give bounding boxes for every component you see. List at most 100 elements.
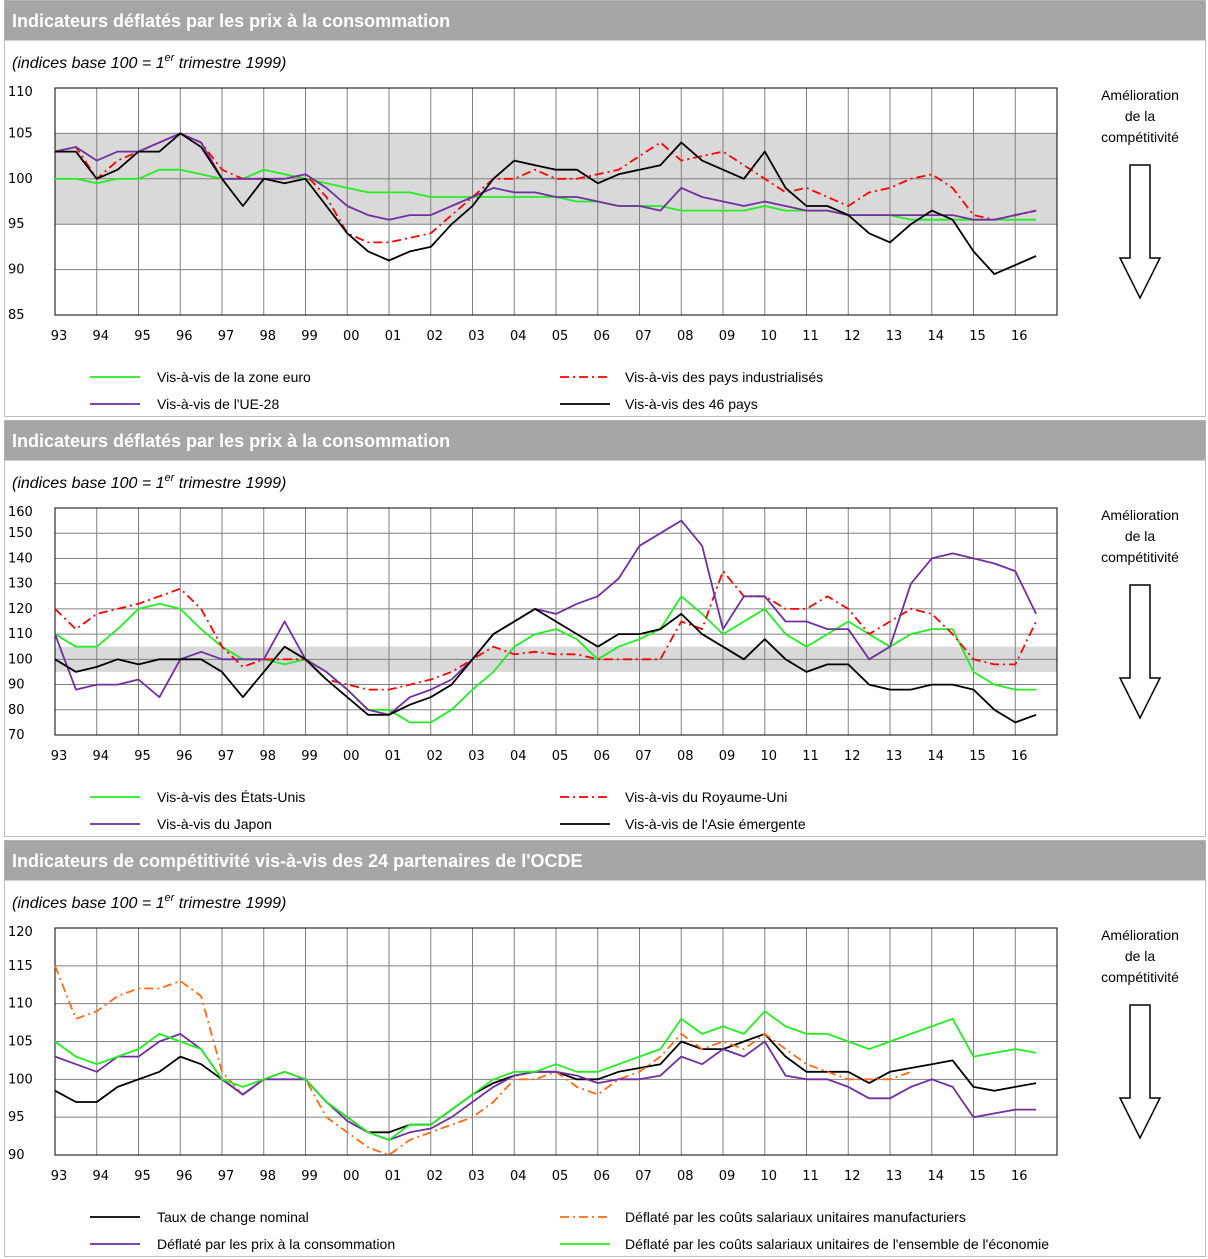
x-tick-label: 07 [635,1169,652,1184]
subtitle-text: trimestre 1999) [174,895,286,912]
series-line [55,132,1037,275]
annotation: compétitivité [1101,129,1179,145]
x-tick-label: 95 [134,1169,151,1184]
x-tick-label: 14 [927,1169,944,1184]
annotation: compétitivité [1101,969,1179,985]
title-bar [4,420,1206,461]
y-tick-label: 120 [8,925,33,940]
annotation: de la [1125,948,1156,964]
legend-label: Déflaté par les coûts salariaux unitaire… [625,1236,1049,1252]
y-tick-label: 105 [8,1035,33,1050]
x-tick-label: 04 [510,329,527,344]
x-tick-label: 16 [1011,749,1028,764]
y-tick-label: 130 [8,577,33,592]
x-tick-label: 15 [969,749,986,764]
x-tick-label: 96 [176,329,193,344]
legend-label: Vis-à-vis des pays industrialisés [625,369,823,385]
annotation: compétitivité [1101,549,1179,565]
y-tick-label: 100 [8,652,33,667]
y-tick-label: 110 [8,997,33,1012]
x-tick-label: 98 [259,749,276,764]
x-tick-label: 06 [593,1169,610,1184]
x-tick-label: 97 [218,329,235,344]
arrow [1118,584,1162,720]
x-tick-label: 01 [385,749,402,764]
x-tick-label: 03 [468,1169,485,1184]
subtitle-sup: er [165,52,176,64]
annotation: de la [1125,108,1156,124]
chart-title: Indicateurs déflatés par les prix à la c… [12,11,450,31]
x-tick-label: 94 [92,329,109,344]
x-tick-label: 00 [343,749,360,764]
x-tick-label: 12 [844,749,861,764]
x-tick-label: 16 [1011,329,1028,344]
x-tick-label: 12 [844,1169,861,1184]
x-tick-label: 16 [1011,1169,1028,1184]
arrow [1118,1004,1162,1140]
y-tick-label: 120 [8,602,33,617]
y-tick-label: 115 [8,959,33,974]
y-tick-label: 90 [8,1148,25,1163]
x-tick-label: 01 [385,1169,402,1184]
title-bar [4,840,1206,881]
x-tick-label: 00 [343,329,360,344]
x-tick-label: 13 [886,749,903,764]
y-tick-label: 105 [8,126,33,141]
subtitle-text: (indices base 100 = 1 [12,475,165,492]
x-tick-label: 03 [468,329,485,344]
y-tick-label: 100 [8,172,33,187]
subtitle: (indices base 100 = 1er trimestre 1999) [12,52,286,72]
series-line [54,1010,1037,1141]
panel-frame [4,420,1206,837]
panel-frame [4,840,1206,1257]
y-tick-label: 95 [8,217,25,232]
x-tick-label: 05 [552,329,569,344]
subtitle-sup: er [165,892,176,904]
x-tick-label: 93 [51,749,68,764]
x-tick-label: 01 [385,329,402,344]
x-tick-label: 07 [635,329,652,344]
x-tick-label: 97 [218,1169,235,1184]
legend-label: Vis-à-vis des 46 pays [625,396,758,412]
x-tick-label: 09 [719,329,736,344]
x-tick-label: 02 [426,1169,443,1184]
x-tick-label: 96 [176,1169,193,1184]
x-tick-label: 11 [802,1169,819,1184]
x-tick-label: 93 [51,329,68,344]
x-tick-label: 15 [969,329,986,344]
x-tick-label: 08 [677,749,694,764]
x-tick-label: 06 [593,329,610,344]
x-tick-label: 11 [802,749,819,764]
annotation: de la [1125,528,1156,544]
x-tick-label: 03 [468,749,485,764]
legend-label: Vis-à-vis du Royaume-Uni [625,789,787,805]
y-tick-label: 110 [8,85,33,100]
y-tick-label: 70 [8,728,25,743]
x-tick-label: 94 [92,1169,109,1184]
chart-panel: Indicateurs déflatés par les prix à la c… [4,420,1206,837]
subtitle: (indices base 100 = 1er trimestre 1999) [12,472,286,492]
subtitle-text: (indices base 100 = 1 [12,55,165,72]
series-line [54,595,1037,724]
x-tick-label: 05 [552,1169,569,1184]
series-line [54,519,1037,716]
x-tick-label: 99 [301,329,318,344]
series-line [54,132,1037,244]
y-tick-label: 90 [8,678,25,693]
x-tick-label: 93 [51,1169,68,1184]
subtitle: (indices base 100 = 1er trimestre 1999) [12,892,286,912]
y-tick-label: 160 [8,505,33,520]
title-bar [4,0,1206,41]
legend-label: Vis-à-vis des États-Unis [157,789,305,805]
annotation: Amélioration [1101,87,1179,103]
x-tick-label: 04 [510,1169,527,1184]
x-tick-label: 09 [719,749,736,764]
x-tick-label: 96 [176,749,193,764]
legend-label: Vis-à-vis du Japon [157,816,272,832]
chart-title: Indicateurs déflatés par les prix à la c… [12,431,450,451]
x-tick-label: 02 [426,329,443,344]
x-tick-label: 09 [719,1169,736,1184]
series-line [54,570,1037,691]
x-tick-label: 98 [259,329,276,344]
